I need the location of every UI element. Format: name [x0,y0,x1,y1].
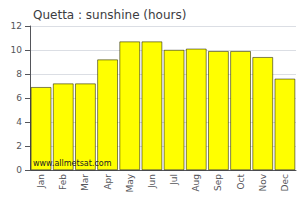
svg-text:12: 12 [11,21,22,31]
svg-text:Jan: Jan [36,174,46,189]
svg-text:10: 10 [11,45,23,55]
svg-text:Feb: Feb [58,174,68,190]
svg-text:Oct: Oct [236,174,246,190]
svg-text:Jun: Jun [147,174,157,189]
svg-text:Quetta : sunshine (hours): Quetta : sunshine (hours) [33,8,186,22]
svg-text:May: May [125,173,135,192]
svg-text:Apr: Apr [103,174,113,190]
svg-text:4: 4 [16,117,22,127]
svg-text:Jul: Jul [169,174,179,186]
svg-text:Nov: Nov [258,173,268,191]
svg-text:Dec: Dec [280,174,290,191]
svg-text:Aug: Aug [191,174,201,192]
svg-text:8: 8 [16,69,22,79]
svg-text:2: 2 [16,141,22,151]
svg-text:Sep: Sep [213,174,223,191]
svg-text:6: 6 [16,93,22,103]
svg-text:Mar: Mar [80,174,90,191]
svg-text:0: 0 [16,165,22,175]
svg-text:www.allmetsat.com: www.allmetsat.com [33,159,112,168]
